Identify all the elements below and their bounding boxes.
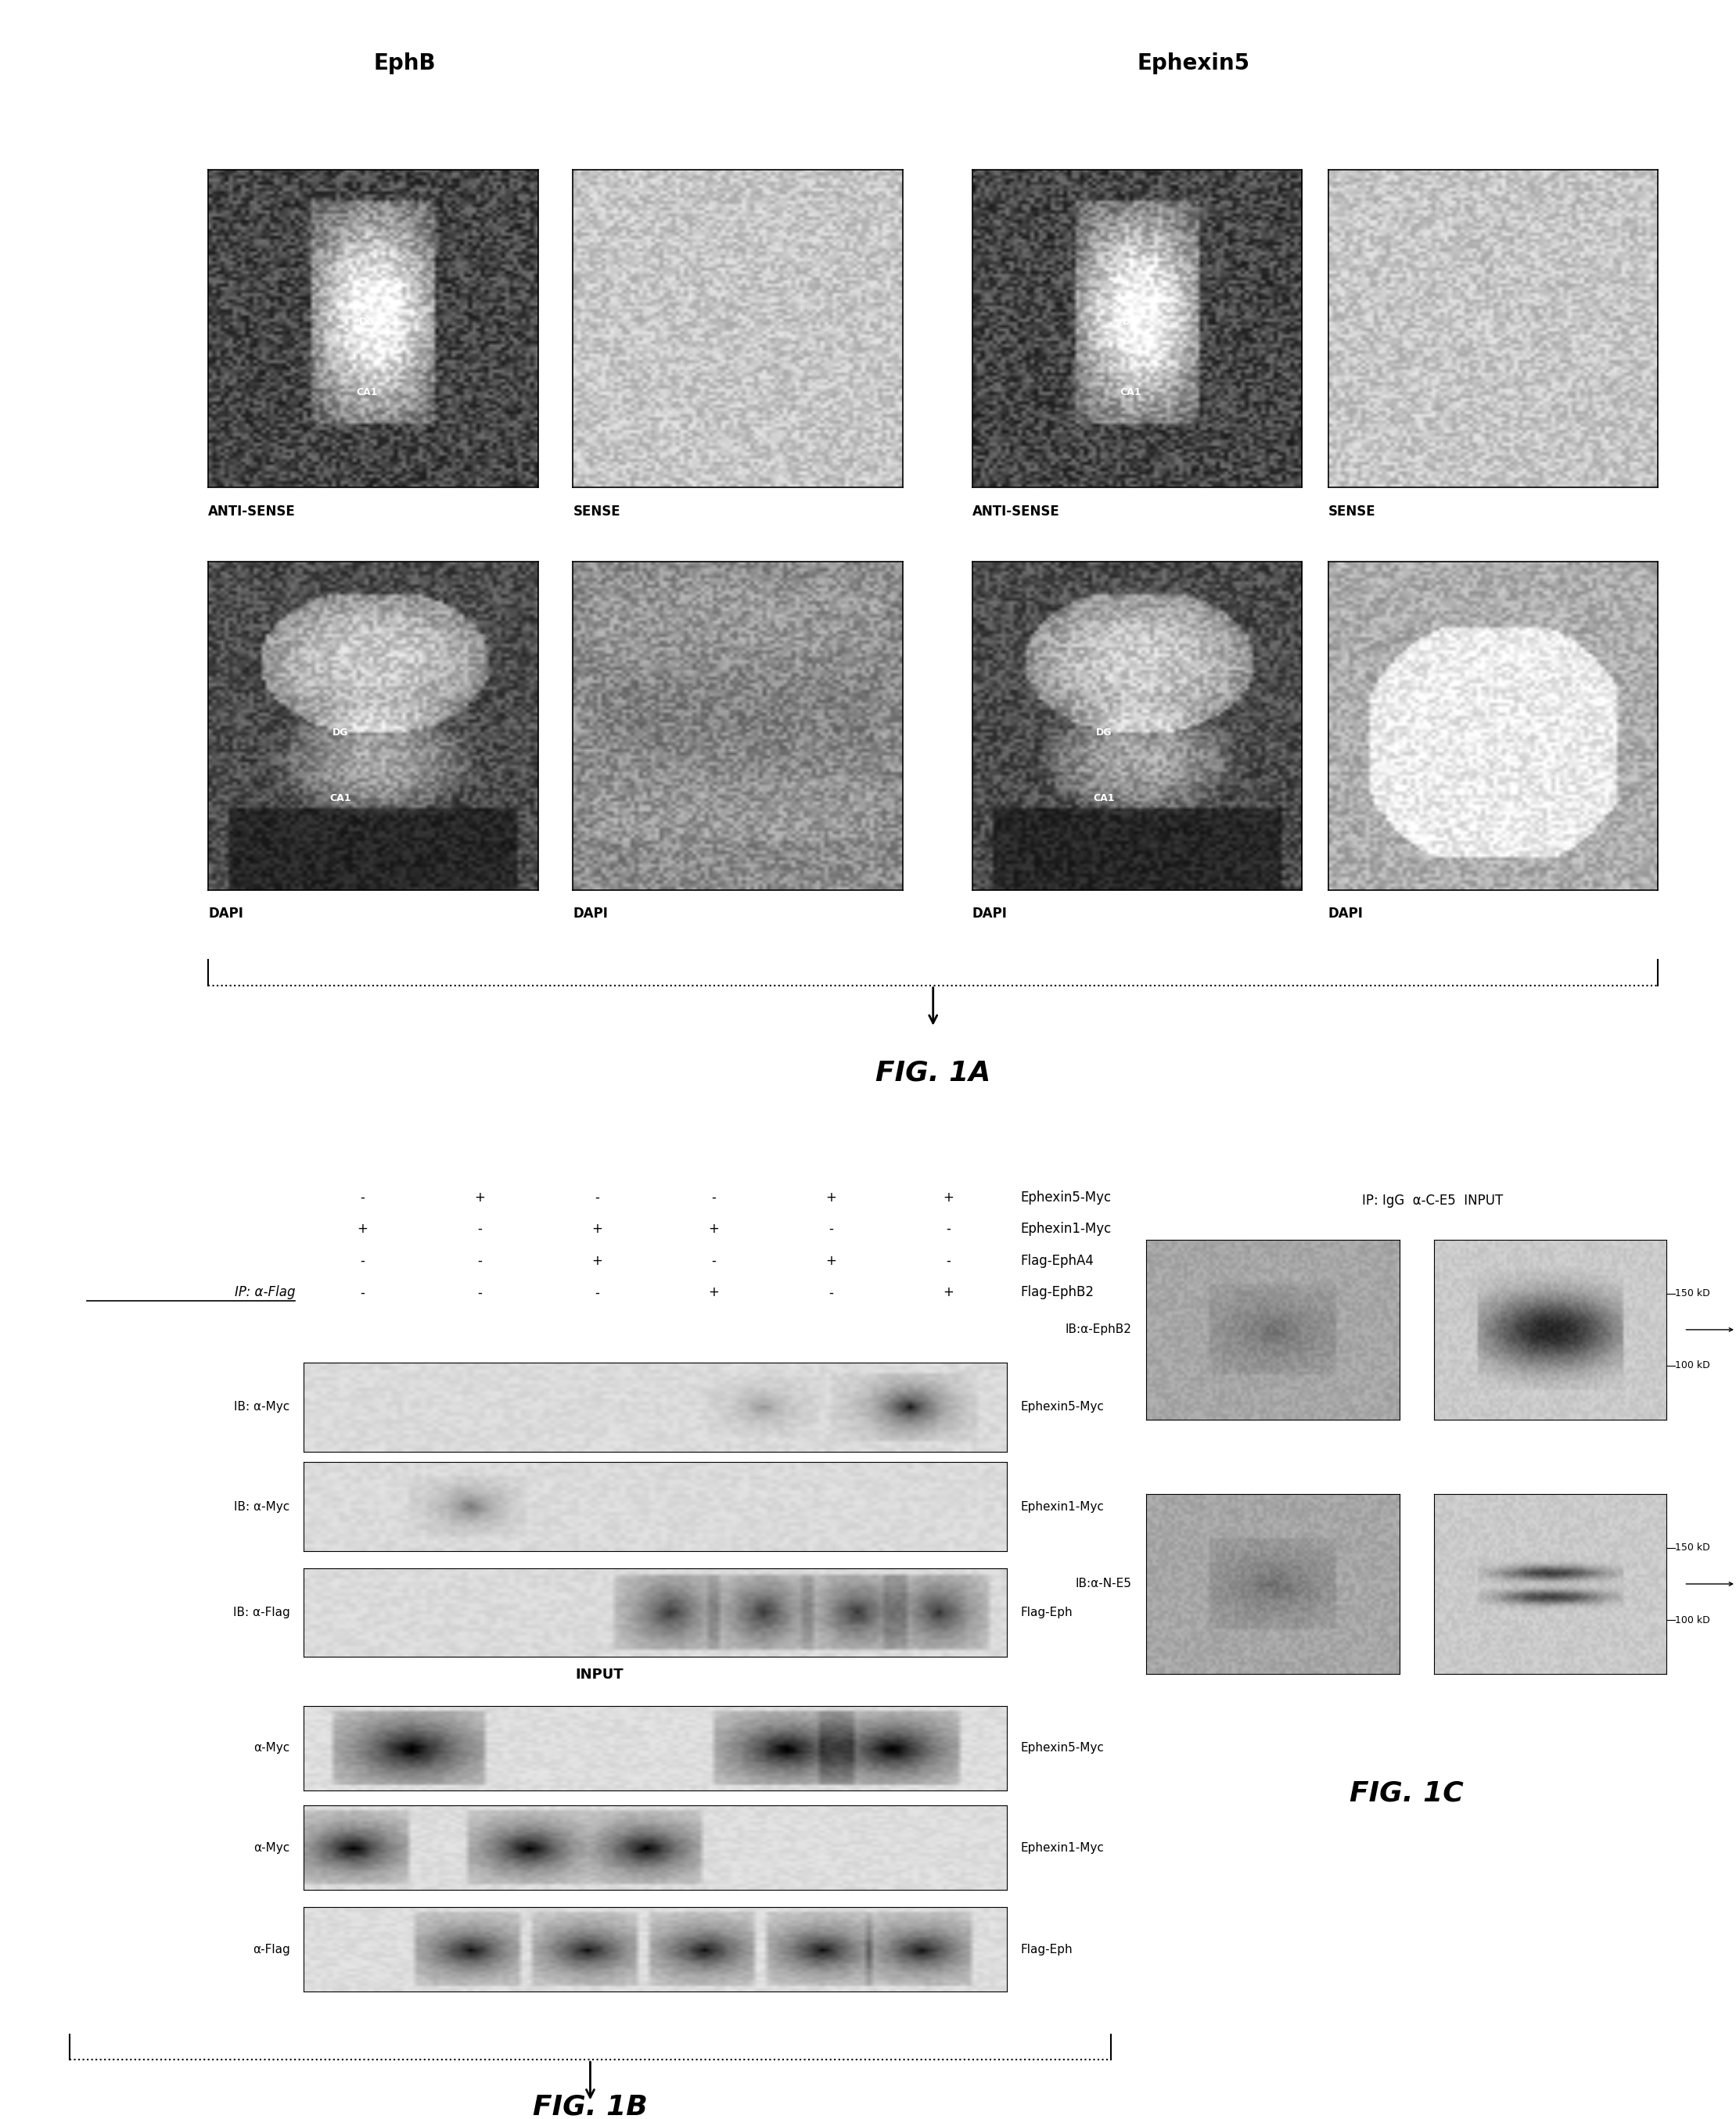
Text: Ephexin5-Myc: Ephexin5-Myc bbox=[1021, 1401, 1104, 1413]
Text: DG: DG bbox=[359, 318, 375, 326]
Text: 100 kD: 100 kD bbox=[1675, 1360, 1710, 1371]
Text: +: + bbox=[943, 1191, 953, 1204]
Text: ANTI-SENSE: ANTI-SENSE bbox=[208, 504, 295, 519]
Text: α-Myc: α-Myc bbox=[253, 1841, 290, 1854]
Text: +: + bbox=[826, 1191, 837, 1204]
Text: EphB: EphB bbox=[373, 53, 436, 74]
Text: Ephexin1-Myc: Ephexin1-Myc bbox=[1021, 1841, 1104, 1854]
Text: IB:α-EphB2: IB:α-EphB2 bbox=[1066, 1324, 1132, 1335]
Text: α-Flag: α-Flag bbox=[252, 1943, 290, 1956]
Text: Ephexin1-Myc: Ephexin1-Myc bbox=[1021, 1500, 1104, 1513]
Text: IB:α-N-E5: IB:α-N-E5 bbox=[1076, 1579, 1132, 1589]
Text: FIG. 1B: FIG. 1B bbox=[533, 2094, 648, 2119]
Text: INPUT: INPUT bbox=[575, 1668, 623, 1682]
Text: DG: DG bbox=[1095, 727, 1113, 737]
Text: Ephexin5: Ephexin5 bbox=[1137, 53, 1250, 74]
Text: +: + bbox=[592, 1254, 602, 1267]
Text: DG: DG bbox=[332, 727, 349, 737]
Text: -: - bbox=[712, 1254, 717, 1267]
Text: +: + bbox=[592, 1223, 602, 1235]
Text: -: - bbox=[359, 1254, 365, 1267]
Text: -: - bbox=[477, 1286, 483, 1299]
Text: -: - bbox=[477, 1254, 483, 1267]
Text: DAPI: DAPI bbox=[972, 907, 1007, 922]
Text: -: - bbox=[828, 1286, 833, 1299]
Text: 100 kD: 100 kD bbox=[1675, 1615, 1710, 1625]
Text: SENSE: SENSE bbox=[573, 504, 620, 519]
Text: CA1: CA1 bbox=[356, 388, 377, 396]
Text: SENSE: SENSE bbox=[1328, 504, 1375, 519]
Text: CA1: CA1 bbox=[330, 793, 351, 803]
Text: 150 kD: 150 kD bbox=[1675, 1288, 1710, 1299]
Text: IB: α-Myc: IB: α-Myc bbox=[234, 1401, 290, 1413]
Text: IB: α-Flag: IB: α-Flag bbox=[233, 1606, 290, 1619]
Text: IP: IgG  α-C-E5  INPUT: IP: IgG α-C-E5 INPUT bbox=[1361, 1193, 1503, 1208]
Text: α-Myc: α-Myc bbox=[253, 1742, 290, 1755]
Text: -: - bbox=[359, 1191, 365, 1204]
Text: ANTI-SENSE: ANTI-SENSE bbox=[972, 504, 1059, 519]
Text: -: - bbox=[594, 1286, 599, 1299]
Text: +: + bbox=[474, 1191, 484, 1204]
Text: -: - bbox=[946, 1254, 951, 1267]
Text: +: + bbox=[358, 1223, 368, 1235]
Text: -: - bbox=[712, 1191, 717, 1204]
Text: FIG. 1C: FIG. 1C bbox=[1349, 1780, 1463, 1808]
Text: +: + bbox=[708, 1223, 719, 1235]
Text: -: - bbox=[828, 1223, 833, 1235]
Text: Ephexin5-Myc: Ephexin5-Myc bbox=[1021, 1191, 1111, 1204]
Text: -: - bbox=[594, 1191, 599, 1204]
Text: IB: α-Myc: IB: α-Myc bbox=[234, 1500, 290, 1513]
Text: DG: DG bbox=[1123, 318, 1139, 326]
Text: -: - bbox=[477, 1223, 483, 1235]
Text: Ephexin5-Myc: Ephexin5-Myc bbox=[1021, 1742, 1104, 1755]
Text: CA1: CA1 bbox=[1120, 388, 1141, 396]
Text: -: - bbox=[359, 1286, 365, 1299]
Text: Flag-EphB2: Flag-EphB2 bbox=[1021, 1286, 1094, 1299]
Text: CA1: CA1 bbox=[1094, 793, 1115, 803]
Text: +: + bbox=[708, 1286, 719, 1299]
Text: +: + bbox=[826, 1254, 837, 1267]
Text: Flag-Eph: Flag-Eph bbox=[1021, 1606, 1073, 1619]
Text: +: + bbox=[943, 1286, 953, 1299]
Text: DAPI: DAPI bbox=[1328, 907, 1363, 922]
Text: Ephexin1-Myc: Ephexin1-Myc bbox=[1021, 1223, 1111, 1235]
Text: DAPI: DAPI bbox=[573, 907, 608, 922]
Text: Flag-EphA4: Flag-EphA4 bbox=[1021, 1254, 1094, 1267]
Text: -: - bbox=[946, 1223, 951, 1235]
Text: IP: α-Flag: IP: α-Flag bbox=[234, 1286, 295, 1299]
Text: 150 kD: 150 kD bbox=[1675, 1543, 1710, 1553]
Text: FIG. 1A: FIG. 1A bbox=[875, 1060, 991, 1087]
Text: DAPI: DAPI bbox=[208, 907, 243, 922]
Text: Flag-Eph: Flag-Eph bbox=[1021, 1943, 1073, 1956]
